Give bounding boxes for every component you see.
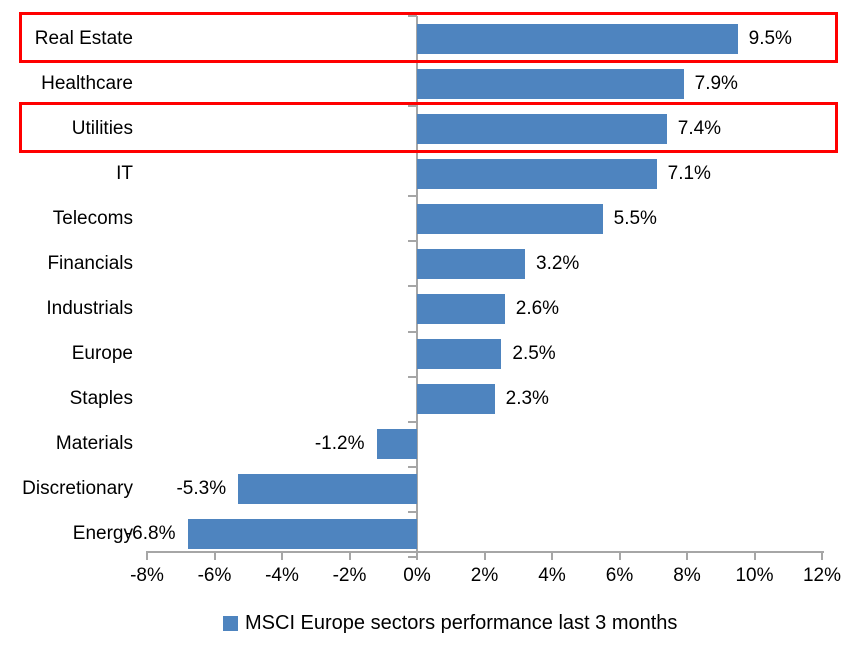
x-tick-label: -4% — [265, 565, 299, 586]
category-label-europe: Europe — [71, 343, 133, 365]
bar-discretionary — [238, 474, 417, 505]
category-label-staples: Staples — [69, 388, 133, 410]
value-axis-tick — [821, 551, 823, 560]
bar-real-estate — [417, 23, 738, 54]
bar-staples — [417, 384, 495, 415]
x-tick-label: 12% — [802, 565, 842, 586]
value-axis-tick — [686, 551, 688, 560]
highlight-box-utilities — [19, 101, 838, 153]
category-axis-tick — [408, 15, 417, 17]
value-axis-tick — [146, 551, 148, 560]
value-label-financials: 3.2% — [536, 252, 580, 274]
value-axis-tick — [483, 551, 486, 560]
value-label-europe: 2.5% — [512, 343, 556, 365]
category-label-energy: Energy — [72, 523, 133, 545]
category-axis-tick — [408, 105, 417, 108]
value-axis-tick — [753, 551, 756, 560]
value-axis-tick — [348, 551, 351, 560]
category-label-real-estate: Real Estate — [34, 27, 133, 49]
bar-energy — [187, 519, 417, 550]
bar-telecoms — [417, 203, 603, 234]
value-axis-tick — [551, 551, 553, 560]
legend-marker-square — [223, 616, 238, 631]
value-label-staples: 2.3% — [505, 388, 549, 410]
category-axis-tick — [408, 420, 417, 423]
x-tick-label: 4% — [538, 565, 566, 586]
value-label-real-estate: 9.5% — [748, 27, 792, 49]
bar-utilities — [417, 113, 667, 144]
value-label-utilities: 7.4% — [677, 117, 722, 139]
bar-healthcare — [417, 68, 684, 99]
bar-materials — [376, 429, 417, 460]
value-axis-tick — [618, 551, 621, 560]
value-label-industrials: 2.6% — [515, 298, 560, 320]
category-label-healthcare: Healthcare — [41, 72, 133, 94]
value-axis-line — [147, 551, 824, 553]
category-axis-tick — [408, 240, 417, 243]
category-axis-tick — [408, 375, 417, 378]
x-tick-label: -8% — [130, 565, 164, 586]
category-axis-tick — [408, 330, 417, 333]
category-axis-tick — [408, 285, 417, 288]
highlight-box-real-estate — [19, 11, 838, 63]
x-tick-label: 8% — [673, 565, 701, 586]
value-label-telecoms: 5.5% — [613, 207, 657, 229]
bar-europe — [417, 339, 502, 370]
category-label-industrials: Industrials — [46, 298, 133, 320]
category-axis-line — [416, 16, 418, 553]
category-label-financials: Financials — [47, 252, 133, 274]
x-tick-label: 0% — [403, 565, 431, 586]
value-label-it: 7.1% — [667, 162, 711, 184]
bar-it — [417, 158, 657, 189]
value-label-energy: -6.8% — [125, 523, 176, 545]
category-label-telecoms: Telecoms — [52, 207, 133, 229]
legend-label: MSCI Europe sectors performance last 3 m… — [245, 612, 678, 634]
value-axis-tick — [416, 551, 418, 560]
x-tick-label: -2% — [332, 565, 367, 586]
value-label-materials: -1.2% — [314, 433, 365, 455]
bar-industrials — [417, 294, 505, 325]
category-axis-tick — [408, 465, 417, 468]
value-axis-tick — [281, 551, 283, 560]
bar-financials — [417, 248, 525, 279]
value-label-discretionary: -5.3% — [176, 478, 227, 500]
category-axis-tick — [408, 555, 417, 558]
category-label-discretionary: Discretionary — [22, 478, 133, 500]
x-tick-label: 6% — [605, 565, 634, 586]
x-tick-label: 2% — [470, 565, 499, 586]
x-tick-label: -6% — [197, 565, 232, 586]
category-axis-tick — [408, 195, 417, 198]
category-label-it: IT — [116, 162, 133, 184]
value-axis-tick — [213, 551, 216, 560]
x-tick-label: 10% — [735, 565, 774, 586]
category-label-utilities: Utilities — [71, 117, 133, 139]
value-label-healthcare: 7.9% — [694, 72, 738, 94]
category-axis-tick — [408, 510, 417, 513]
category-label-materials: Materials — [55, 433, 133, 455]
